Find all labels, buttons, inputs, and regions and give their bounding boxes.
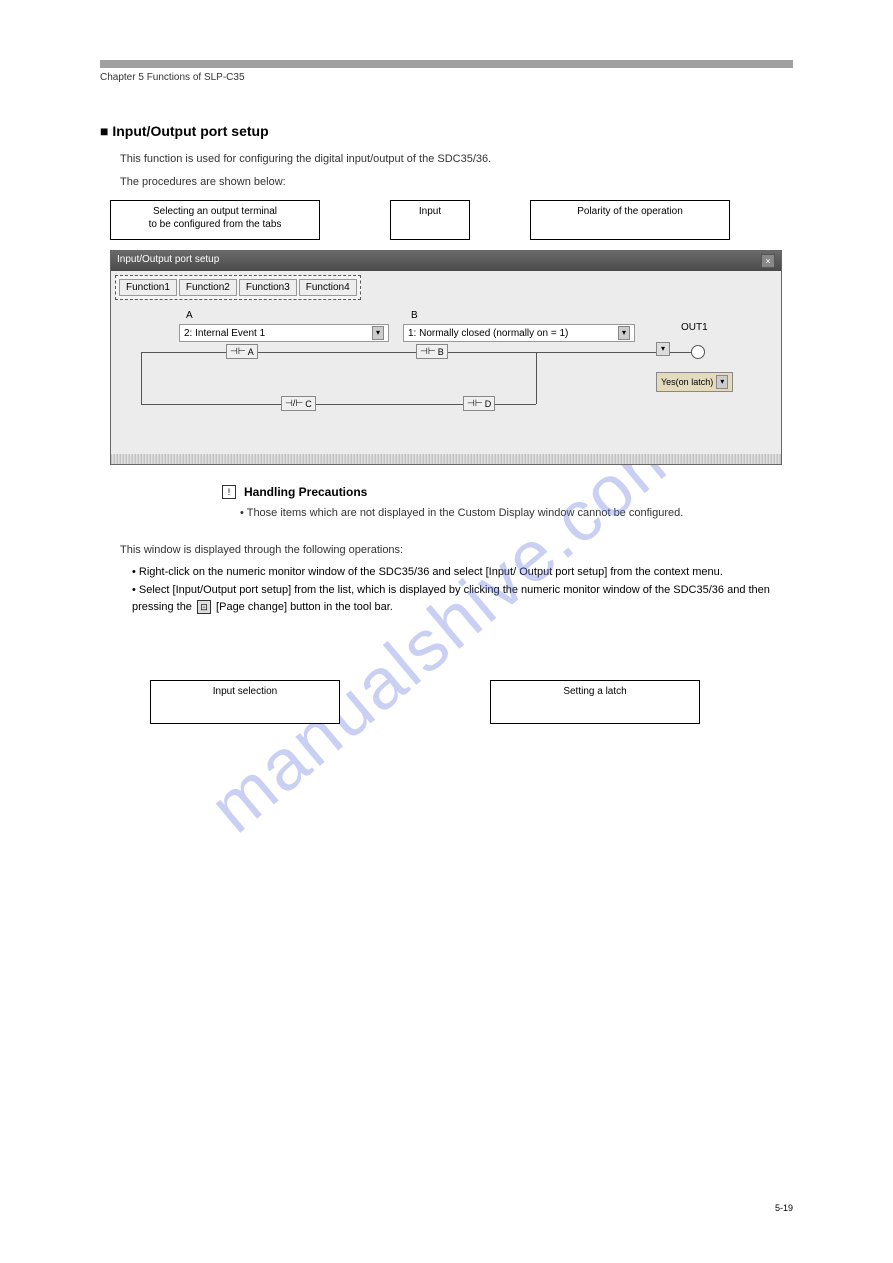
page: manualshive.com Chapter 5 Functions of S… <box>0 0 893 1263</box>
contact-c[interactable]: ⊣/⊢C <box>281 396 316 411</box>
latch-value: Yes(on latch) <box>661 377 713 387</box>
section-title: ■ Input/Output port setup <box>100 123 793 139</box>
out-label: OUT1 <box>681 322 708 333</box>
steps-intro: This window is displayed through the fol… <box>120 542 793 559</box>
callout-input: Input <box>390 200 470 240</box>
warning-icon: ! <box>222 485 236 499</box>
figure-area: Selecting an output terminalto be config… <box>100 250 793 465</box>
contact-d[interactable]: ⊣⊢D <box>463 396 495 411</box>
screenshot-window: Input/Output port setup × Function1 Func… <box>110 250 782 465</box>
window-title-bar: Input/Output port setup × <box>111 251 781 271</box>
output-coil-icon <box>691 345 705 359</box>
chevron-down-icon[interactable]: ▾ <box>716 375 728 389</box>
intro-line-2: The procedures are shown below: <box>120 174 793 191</box>
contact-b[interactable]: ⊣⊢B <box>416 344 448 359</box>
dropdown-a-value: 2: Internal Event 1 <box>184 328 265 339</box>
dropdown-a[interactable]: 2: Internal Event 1 ▾ <box>179 324 389 342</box>
callout-input-selection: Input selection <box>150 680 340 724</box>
contact-a[interactable]: ⊣⊢A <box>226 344 258 359</box>
tab-function4[interactable]: Function4 <box>299 279 357 296</box>
watermark: manualshive.com <box>194 406 699 848</box>
tab-function1[interactable]: Function1 <box>119 279 177 296</box>
header-row: Chapter 5 Functions of SLP-C35 <box>100 72 793 83</box>
callout-polarity: Polarity of the operation <box>530 200 730 240</box>
precautions-title: Handling Precautions <box>244 485 367 499</box>
ladder-join-rail <box>536 352 537 404</box>
label-a: A <box>186 310 193 321</box>
callout-tabs: Selecting an output terminalto be config… <box>110 200 320 240</box>
out-arrow-icon[interactable]: ▾ <box>656 342 670 356</box>
chevron-down-icon[interactable]: ▾ <box>372 326 384 340</box>
chevron-down-icon[interactable]: ▾ <box>618 326 630 340</box>
page-number: 5-19 <box>775 1203 793 1213</box>
page-change-icon[interactable]: ⊡ <box>197 600 211 614</box>
ladder-body: A B 2: Internal Event 1 ▾ 1: Normally cl… <box>111 304 781 454</box>
label-b: B <box>411 310 418 321</box>
window-bottom-edge <box>111 454 781 464</box>
tab-function2[interactable]: Function2 <box>179 279 237 296</box>
dropdown-b-value: 1: Normally closed (normally on = 1) <box>408 328 568 339</box>
latch-dropdown[interactable]: Yes(on latch) ▾ <box>656 372 733 392</box>
close-icon[interactable]: × <box>761 254 775 268</box>
tabs-row: Function1 Function2 Function3 Function4 <box>115 275 361 300</box>
callout-latch: Setting a latch <box>490 680 700 724</box>
tab-function3[interactable]: Function3 <box>239 279 297 296</box>
window-title: Input/Output port setup <box>117 254 219 268</box>
dropdown-b[interactable]: 1: Normally closed (normally on = 1) ▾ <box>403 324 635 342</box>
header-left: Chapter 5 Functions of SLP-C35 <box>100 72 245 83</box>
ladder-left-rail <box>141 352 142 404</box>
header-divider <box>100 60 793 68</box>
intro-line-1: This function is used for configuring th… <box>120 151 793 168</box>
